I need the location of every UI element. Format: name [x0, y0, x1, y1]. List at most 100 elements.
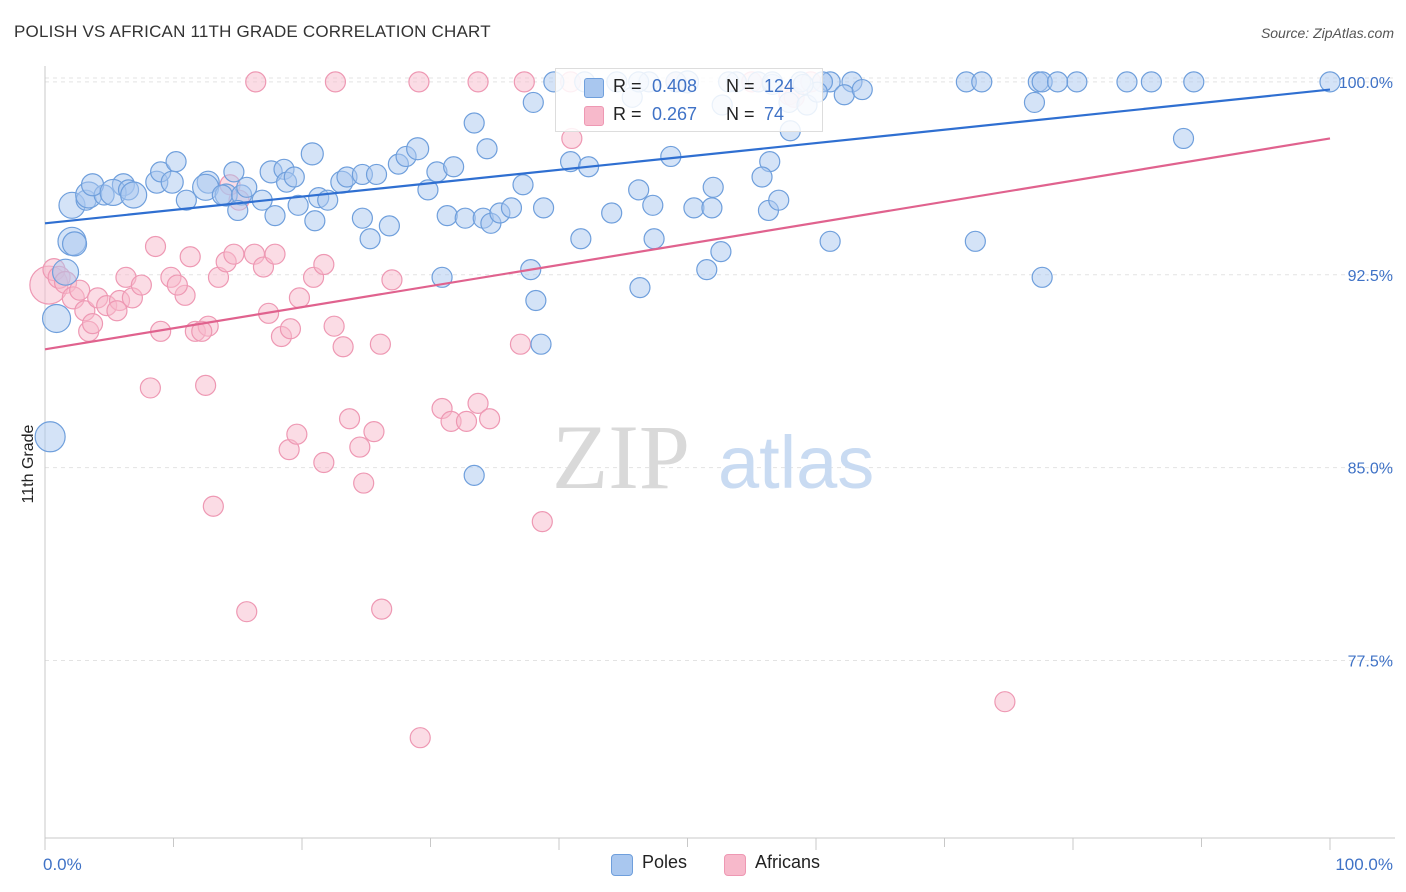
watermark-atlas: atlas: [718, 421, 874, 504]
poles-point: [287, 194, 309, 216]
africans-point: [994, 691, 1016, 713]
africans-point: [179, 246, 201, 268]
africans-point: [363, 421, 385, 443]
africans-point: [509, 333, 532, 355]
africans-point: [202, 495, 224, 517]
africans-point: [245, 71, 267, 93]
poles-legend-swatch: [611, 854, 633, 876]
poles-point: [642, 194, 664, 216]
stats-legend: R = 0.408 N = 124 R = 0.267 N = 74: [555, 68, 823, 132]
africans-point: [408, 71, 430, 93]
legend-row-poles: R = 0.408 N = 124: [556, 74, 822, 100]
y-tick-label: 77.5%: [1348, 654, 1393, 671]
chart-title: POLISH VS AFRICAN 11TH GRADE CORRELATION…: [14, 22, 491, 41]
poles-point: [1023, 91, 1046, 114]
poles-point: [160, 170, 184, 194]
x-tick-label: 0.0%: [43, 855, 82, 874]
africans-point: [455, 410, 478, 432]
poles-point: [41, 303, 72, 334]
africans-point: [139, 377, 161, 399]
trend-lines: [44, 88, 1331, 351]
africans-point: [323, 315, 345, 337]
poles-point: [351, 207, 373, 229]
poles-point: [1046, 71, 1069, 93]
africans-point: [166, 274, 188, 296]
africans-point: [106, 300, 128, 322]
africans-point: [288, 287, 311, 309]
africans-legend-swatch: [724, 854, 746, 876]
africans-point: [332, 336, 354, 358]
tick-labels: 100.0% 92.5% 85.0% 77.5% 0.0% 100.0%: [43, 75, 1393, 874]
poles-point: [211, 184, 233, 206]
poles-point: [443, 156, 465, 178]
poles-point: [227, 199, 249, 222]
x-tick-label: 100.0%: [1335, 855, 1393, 874]
africans-point: [381, 269, 403, 291]
source-label: Source: ZipAtlas.com: [1260, 25, 1394, 41]
poles-point: [406, 137, 430, 161]
africans-point: [479, 408, 501, 430]
legend-r-value-africans: 0.267: [652, 104, 698, 124]
africans-point: [264, 243, 286, 265]
poles-point: [223, 161, 245, 183]
poles-point: [512, 174, 534, 196]
poles-point: [525, 289, 547, 312]
africans-point: [513, 71, 535, 93]
poles-point: [702, 176, 724, 198]
trend-line-africans: [44, 137, 1331, 351]
poles-point: [629, 277, 651, 299]
poles-point: [300, 142, 324, 166]
poles-point: [1172, 127, 1195, 150]
legend-r-label: R =: [613, 104, 642, 124]
africans-point: [349, 436, 371, 458]
poles-point: [51, 258, 80, 286]
legend-n-label: N =: [726, 76, 755, 96]
axes: [44, 66, 1395, 850]
poles-point: [628, 179, 650, 201]
africans-point: [144, 235, 167, 258]
y-tick-label: 85.0%: [1348, 461, 1393, 478]
poles-point: [1319, 71, 1341, 93]
poles-point: [1066, 71, 1088, 93]
poles-point: [1183, 71, 1205, 93]
legend-n-label: N =: [726, 104, 755, 124]
gridlines: [45, 77, 1395, 662]
africans-point: [313, 451, 335, 474]
poles-point: [120, 181, 148, 209]
poles-point: [283, 166, 305, 188]
series-legend: Poles Africans: [0, 852, 1406, 876]
africans-point: [130, 274, 152, 296]
watermark: ZIP atlas: [552, 406, 874, 508]
poles-point: [530, 333, 552, 355]
y-tick-label: 92.5%: [1348, 268, 1393, 285]
poles-point: [454, 207, 476, 229]
poles-point: [532, 197, 555, 219]
poles-point: [701, 197, 723, 219]
africans-point: [69, 279, 91, 301]
africans-point: [531, 511, 553, 533]
poles-point: [165, 150, 187, 173]
africans-point: [371, 598, 393, 620]
poles-point: [304, 210, 326, 232]
poles-point: [61, 231, 88, 257]
poles-point: [971, 71, 993, 93]
poles-point: [819, 230, 841, 252]
poles-point: [1140, 71, 1162, 93]
legend-n-value-africans: 74: [764, 104, 785, 124]
watermark-zip: ZIP: [552, 406, 690, 508]
africans-swatch: [584, 106, 604, 126]
africans-point: [279, 318, 302, 340]
legend-row-africans: R = 0.267 N = 74: [556, 102, 822, 128]
poles-point: [1116, 71, 1138, 93]
africans-point: [236, 601, 258, 623]
poles-point: [463, 464, 485, 486]
poles-point: [696, 259, 718, 281]
africans-legend-label: Africans: [755, 852, 821, 872]
legend-r-value-poles: 0.408: [652, 76, 698, 96]
africans-point: [313, 253, 335, 276]
africans-point: [467, 71, 489, 93]
poles-point: [683, 197, 705, 219]
poles-swatch: [584, 78, 604, 98]
poles-point: [851, 78, 873, 101]
